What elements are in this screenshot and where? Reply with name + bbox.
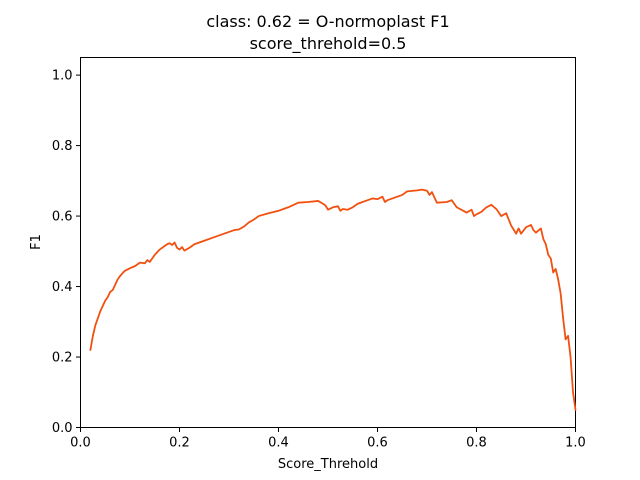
x-axis: 0.0 0.2 0.4 0.6 0.8 1.0 (70, 427, 586, 451)
y-tick-label: 1.0 (52, 69, 73, 84)
y-tick-label: 0.0 (52, 421, 73, 436)
x-tick-label: 0.8 (466, 436, 487, 451)
x-axis-title: Score_Threhold (278, 457, 378, 472)
y-tick-label: 0.4 (52, 280, 73, 295)
chart-title: class: 0.62 = O-normoplast F1 (206, 12, 449, 31)
x-tick-label: 0.4 (268, 436, 289, 451)
y-tick-label: 0.2 (52, 351, 73, 366)
x-tick-label: 1.0 (565, 436, 586, 451)
x-tick-label: 0.0 (70, 436, 91, 451)
chart-subtitle: score_threhold=0.5 (250, 34, 407, 54)
series-line-0 (89, 188, 577, 411)
y-axis-title: F1 (29, 234, 44, 250)
x-tick-label: 0.2 (169, 436, 190, 451)
y-tick-label: 0.8 (52, 139, 73, 154)
series-layer (89, 188, 577, 411)
y-tick-label: 0.6 (52, 210, 73, 225)
y-axis: 0.0 0.2 0.4 0.6 0.8 1.0 (52, 69, 81, 436)
plot-area (80, 57, 576, 428)
x-tick-label: 0.6 (367, 436, 388, 451)
